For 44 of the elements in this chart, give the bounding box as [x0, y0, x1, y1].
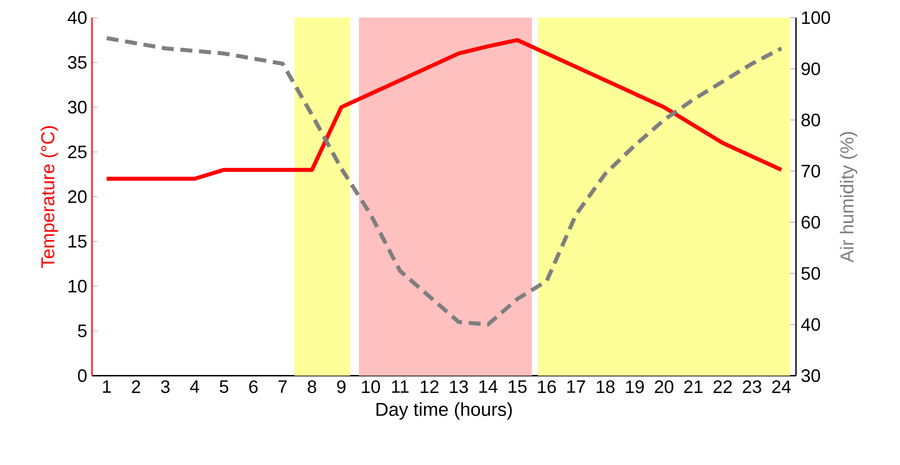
x-tick-label: 22: [714, 380, 732, 393]
y-tick-label: 20: [68, 190, 87, 204]
x-tick-label: 9: [337, 380, 346, 394]
x-tick-label: 20: [654, 380, 674, 394]
y-tick-label: 10: [68, 280, 87, 293]
x-tick-label: 14: [479, 380, 498, 393]
y2-tick-label: 100: [802, 11, 830, 24]
x-tick-label: 23: [742, 380, 762, 394]
x-tick-label: 19: [626, 380, 644, 394]
x-tick-label: 7: [278, 380, 287, 393]
y2-tick-label: 90: [802, 62, 820, 76]
y-tick-label: 35: [68, 56, 87, 69]
x-tick-label: 2: [132, 380, 140, 393]
x-tick-label: 6: [249, 380, 258, 394]
y-tick-label: 30: [68, 100, 87, 114]
y2-tick-label: 40: [801, 318, 820, 331]
x-tick-label: 11: [392, 380, 408, 393]
y2-tick-label: 60: [802, 216, 820, 229]
x-tick-label: 5: [220, 380, 228, 393]
y-tick-label: 25: [68, 146, 87, 158]
x-tick-label: 16: [538, 380, 556, 394]
x-tick-label: 10: [362, 380, 380, 394]
y2-tick-label: 80: [801, 114, 820, 126]
y2-tick-label: 50: [801, 267, 820, 280]
y-tick-label: 15: [68, 235, 87, 248]
x-tick-label: 3: [161, 380, 170, 394]
y-axis-title: Temperature (°C): [40, 126, 58, 268]
x-tick-label: 4: [190, 380, 200, 393]
y2-axis-title: Air humidity (%): [840, 132, 858, 262]
y2-tick-label: 30: [801, 369, 820, 382]
x-tick-label: 13: [450, 380, 468, 394]
x-tick-label: 17: [567, 380, 586, 393]
y-tick-label: 0: [78, 369, 87, 382]
x-tick-label: 24: [772, 380, 791, 393]
x-tick-label: 8: [308, 380, 316, 394]
y-tick-label: 40: [68, 11, 87, 24]
x-tick-label: 12: [420, 380, 438, 393]
x-axis-title: Day time (hours): [376, 402, 512, 420]
x-tick-label: 21: [684, 380, 702, 393]
y-tick-label: 5: [78, 324, 87, 338]
x-tick-label: 18: [596, 380, 615, 394]
y2-tick-label: 70: [802, 164, 820, 178]
x-tick-label: 15: [508, 380, 527, 393]
x-tick-label: 1: [103, 380, 111, 393]
